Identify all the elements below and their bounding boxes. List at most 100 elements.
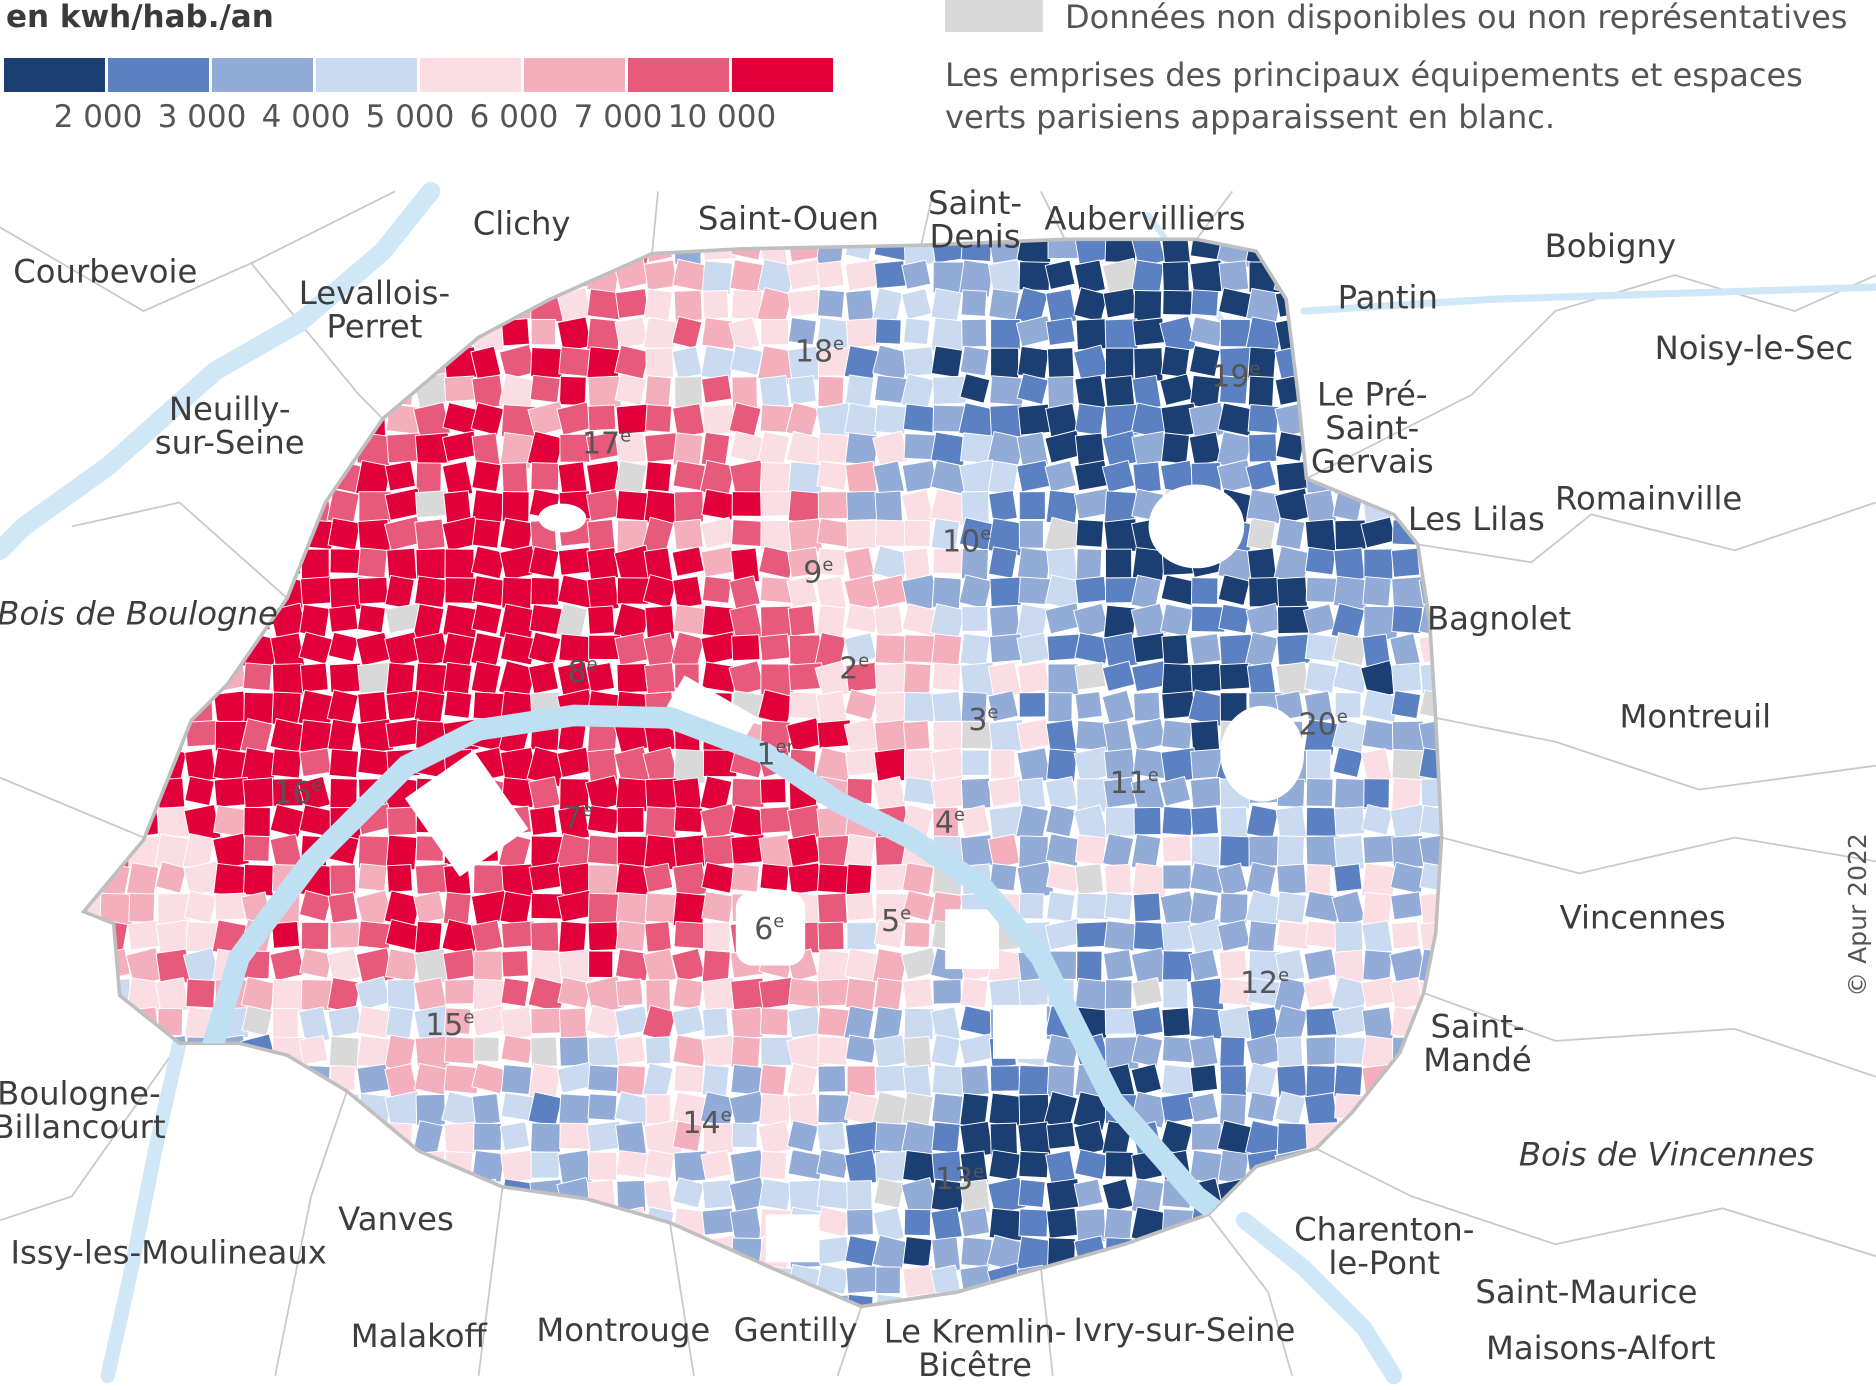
place-label-line: Bobigny bbox=[1545, 227, 1676, 265]
legend-swatch bbox=[4, 58, 105, 92]
district-cell bbox=[558, 1208, 594, 1242]
place-label: Ivry-sur-Seine bbox=[1073, 1311, 1295, 1349]
district-cell bbox=[1133, 806, 1162, 836]
place-label-line: le-Pont bbox=[1328, 1244, 1440, 1282]
district-cell bbox=[1390, 891, 1424, 921]
district-cell bbox=[643, 862, 674, 893]
place-label: Pantin bbox=[1338, 279, 1438, 317]
district-cell bbox=[272, 1295, 302, 1307]
district-cell bbox=[214, 462, 248, 497]
district-cell bbox=[1219, 1036, 1246, 1071]
district-cell bbox=[528, 776, 561, 811]
district-cell bbox=[83, 834, 103, 863]
district-cell bbox=[125, 746, 162, 779]
district-cell bbox=[730, 863, 761, 893]
district-cell bbox=[1333, 863, 1363, 893]
district-cell bbox=[212, 545, 249, 578]
district-cell bbox=[1073, 286, 1109, 323]
district-cell bbox=[1389, 1119, 1425, 1158]
place-label: Bois de Boulogne bbox=[0, 595, 278, 633]
district-cell bbox=[1305, 749, 1332, 783]
district-cell bbox=[701, 260, 733, 296]
district-cell bbox=[932, 375, 967, 406]
place-label-line: Neuilly- bbox=[169, 390, 291, 428]
district-cell bbox=[845, 892, 875, 922]
district-cell bbox=[473, 1122, 502, 1151]
district-cell bbox=[643, 316, 679, 353]
district-cell bbox=[444, 577, 477, 604]
district-cell bbox=[1305, 864, 1332, 896]
district-cell bbox=[83, 717, 104, 751]
district-cell bbox=[1188, 345, 1221, 378]
district-cell bbox=[874, 318, 902, 345]
legend-tick-label: 2 000 bbox=[54, 99, 143, 135]
district-cell bbox=[785, 1062, 819, 1099]
district-cell bbox=[844, 1235, 878, 1267]
district-cell bbox=[384, 1263, 423, 1297]
district-cell bbox=[1158, 1119, 1194, 1157]
district-cell bbox=[240, 1291, 279, 1307]
district-cell bbox=[414, 662, 448, 696]
district-cell bbox=[1419, 862, 1442, 893]
district-cell bbox=[787, 288, 822, 318]
district-cell bbox=[1104, 1151, 1134, 1178]
place-label-line: Saint- bbox=[1325, 409, 1419, 447]
district-cell bbox=[1247, 1179, 1279, 1213]
district-cell bbox=[960, 777, 992, 810]
district-cell bbox=[242, 863, 275, 897]
place-label-line: Perret bbox=[326, 307, 422, 345]
arrondissement-number: 10 bbox=[942, 525, 980, 560]
district-cell bbox=[587, 1093, 618, 1121]
district-cell bbox=[556, 746, 592, 779]
district-cell bbox=[155, 1292, 192, 1307]
district-cell bbox=[1331, 239, 1366, 265]
place-label: Bobigny bbox=[1545, 227, 1676, 265]
district-cell bbox=[97, 517, 133, 553]
district-cell bbox=[184, 1121, 218, 1150]
district-cell bbox=[988, 1149, 1022, 1182]
district-cell bbox=[989, 576, 1022, 608]
district-cell bbox=[786, 833, 821, 868]
district-cell bbox=[1360, 315, 1399, 355]
district-cell bbox=[1016, 632, 1050, 665]
district-cell bbox=[874, 403, 908, 435]
place-label-line: Vincennes bbox=[1560, 898, 1726, 936]
district-cell bbox=[1017, 777, 1047, 810]
district-cell bbox=[125, 660, 163, 699]
district-cell bbox=[1018, 892, 1045, 920]
district-cell bbox=[642, 239, 674, 264]
district-cell bbox=[473, 1036, 500, 1063]
district-cell bbox=[760, 318, 790, 346]
legend-tick-label: 7 000 bbox=[574, 99, 663, 135]
district-cell bbox=[988, 288, 1020, 321]
district-cell bbox=[83, 1033, 108, 1070]
arrondissement-number: 6 bbox=[754, 912, 773, 947]
arrondissement-label: 11e bbox=[1110, 765, 1159, 801]
district-cell bbox=[1074, 834, 1107, 866]
district-cell bbox=[527, 1091, 563, 1128]
district-cell bbox=[1303, 316, 1338, 352]
arrondissement-number: 13 bbox=[935, 1162, 973, 1197]
district-cell bbox=[1447, 746, 1485, 783]
arrondissement-suffix: e bbox=[463, 1007, 474, 1028]
place-label-line: Issy-les-Moulineaux bbox=[10, 1233, 326, 1271]
district-cell bbox=[501, 491, 530, 523]
district-cell bbox=[558, 1237, 590, 1265]
arrondissement-suffix: e bbox=[954, 805, 965, 826]
district-cell bbox=[1388, 1292, 1424, 1307]
district-cell bbox=[156, 490, 186, 525]
note-line: Les emprises des principaux équipements … bbox=[945, 56, 1803, 94]
district-cell bbox=[873, 977, 904, 1012]
district-cell bbox=[702, 289, 730, 320]
arrondissement-label: 20e bbox=[1299, 707, 1348, 743]
district-cell bbox=[1447, 863, 1482, 899]
district-cell bbox=[903, 921, 931, 948]
district-cell bbox=[731, 519, 765, 547]
district-cell bbox=[731, 634, 761, 662]
district-cell bbox=[1333, 806, 1366, 836]
district-cell bbox=[1133, 1266, 1161, 1301]
district-cell bbox=[787, 317, 817, 346]
place-label-line: Gentilly bbox=[734, 1311, 858, 1349]
district-cell bbox=[1391, 605, 1424, 635]
district-cell bbox=[1275, 460, 1309, 492]
